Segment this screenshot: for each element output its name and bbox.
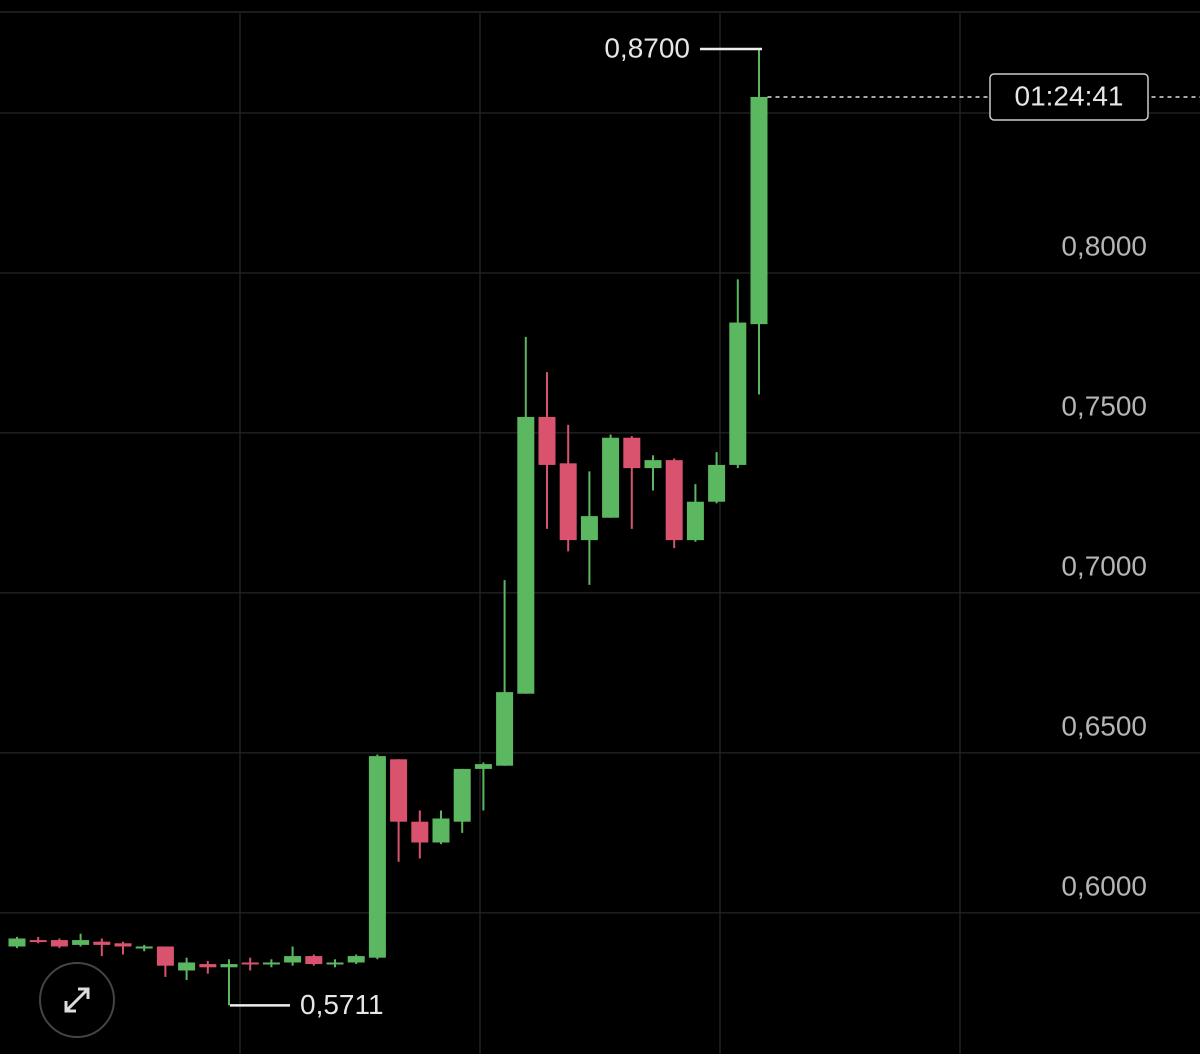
candle-body: [453, 768, 471, 822]
y-tick-label: 0,7500: [1061, 390, 1147, 421]
candle-body: [686, 501, 704, 541]
candle-body: [559, 463, 577, 541]
candle-body: [474, 764, 492, 769]
candle-body: [517, 416, 535, 694]
candle-body: [114, 943, 132, 947]
candle-body: [432, 818, 450, 843]
vertical-grid: [239, 12, 961, 1054]
candle-body: [178, 962, 196, 971]
y-tick-label: 0,6000: [1061, 870, 1147, 901]
candle-body: [411, 821, 429, 843]
candle-body: [8, 938, 26, 947]
candle-body: [284, 956, 302, 963]
candle-body: [220, 964, 238, 968]
candle-body: [580, 516, 598, 541]
candle-body: [368, 756, 386, 958]
y-tick-label: 0,7000: [1061, 550, 1147, 581]
countdown: 01:24:41: [1015, 80, 1124, 111]
candle-body: [156, 946, 174, 966]
candle-body: [538, 416, 556, 465]
candle-body: [326, 962, 344, 965]
expand-button[interactable]: [39, 962, 115, 1038]
candle-body: [135, 946, 153, 949]
candle-body: [241, 962, 259, 965]
annotation-label: 0,5711: [300, 989, 384, 1020]
candle-body: [29, 940, 47, 943]
candle-body: [347, 956, 365, 963]
countdown-box: [989, 73, 1149, 121]
candle-body: [708, 464, 726, 502]
candle-body: [305, 956, 323, 965]
candle-body: [390, 759, 408, 822]
candle-body: [262, 962, 280, 965]
expand-icon: [64, 987, 90, 1013]
candle-body: [729, 322, 747, 465]
candle-body: [750, 96, 768, 325]
annotation-label: 0,8700: [604, 32, 690, 63]
candle-body: [644, 460, 662, 469]
candle-body: [623, 437, 641, 469]
y-tick-label: 0,8000: [1061, 230, 1147, 261]
y-tick-label: 0,6500: [1061, 710, 1147, 741]
candle-body: [93, 941, 111, 945]
candle-body: [50, 940, 68, 947]
candle-body: [602, 437, 620, 518]
candle-body: [72, 940, 90, 945]
candle-body: [199, 964, 217, 968]
overlays: 01:24:41 0,8700 0,5711: [230, 32, 1200, 1020]
candle-body: [665, 460, 683, 541]
candles: [8, 48, 768, 1006]
candle-body: [496, 692, 514, 766]
